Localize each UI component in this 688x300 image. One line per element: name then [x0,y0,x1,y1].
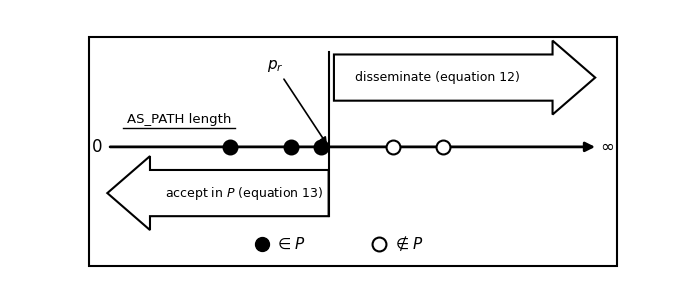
Text: $p_r$: $p_r$ [267,58,326,143]
Point [387,145,398,149]
Text: accept in $P$ (equation 13): accept in $P$ (equation 13) [165,184,324,202]
Text: disseminate (equation 12): disseminate (equation 12) [356,71,520,84]
Text: $\notin P$: $\notin P$ [393,235,423,253]
Polygon shape [334,40,595,115]
Point [224,145,235,149]
Text: 0: 0 [92,138,102,156]
Point [315,145,326,149]
Text: ∞: ∞ [601,138,614,156]
Point [374,242,385,246]
Polygon shape [107,156,329,230]
Point [286,145,297,149]
Point [438,145,449,149]
Text: AS_PATH length: AS_PATH length [127,113,231,126]
Text: $\in P$: $\in P$ [275,236,305,251]
Point [257,242,268,246]
